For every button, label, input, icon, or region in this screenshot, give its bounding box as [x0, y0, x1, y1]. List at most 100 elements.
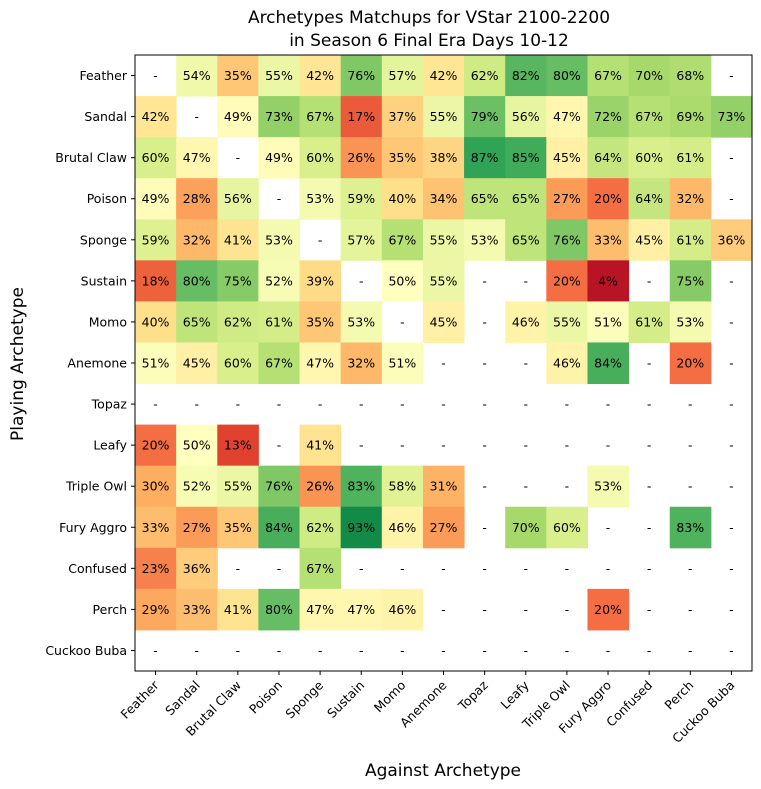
- heatmap-cell: [217, 260, 259, 302]
- heatmap-cell: [340, 342, 383, 385]
- cell-value-label: -: [688, 479, 693, 494]
- x-tick-label: Perch: [661, 678, 696, 713]
- heatmap-cell: [340, 178, 383, 220]
- cell-value-label: 60%: [553, 520, 581, 535]
- y-tick-label: Triple Owl: [65, 479, 127, 494]
- heatmap-cell: [135, 547, 177, 590]
- cell-value-label: 47%: [183, 150, 211, 165]
- cell-value-label: -: [153, 643, 158, 658]
- cell-value-label: 60%: [224, 356, 252, 371]
- cell-value-label: 84%: [265, 520, 293, 535]
- heatmap-cell: [546, 506, 588, 549]
- y-tick-label: Confused: [68, 561, 127, 576]
- cell-value-label: 38%: [430, 150, 458, 165]
- heatmap-cell-labels: - 54% 35% 55% 42% 76% 57% 42% 62% 82% 80% 67% 70% 68%…: [142, 68, 746, 658]
- cell-value-label: 53%: [347, 314, 375, 329]
- cell-value-label: 52%: [183, 479, 211, 494]
- cell-value-label: -: [729, 273, 734, 288]
- cell-value-label: -: [565, 479, 570, 494]
- cell-value-label: 61%: [265, 314, 293, 329]
- cell-value-label: -: [318, 643, 323, 658]
- cell-value-label: 69%: [676, 109, 704, 124]
- cell-value-label: 61%: [635, 314, 663, 329]
- heatmap-cell: [422, 301, 465, 343]
- heatmap-cell: [628, 55, 671, 97]
- heatmap-cell: [505, 178, 547, 220]
- chart-title-line1: Archetypes Matchups for VStar 2100-2200: [248, 8, 610, 28]
- x-tick-label: Sustain: [324, 678, 367, 721]
- y-tick-label: Anemone: [67, 356, 127, 371]
- cell-value-label: -: [565, 438, 570, 453]
- cell-value-label: 55%: [553, 314, 581, 329]
- y-tick-label: Perch: [93, 602, 127, 617]
- cell-value-label: 80%: [553, 68, 581, 83]
- cell-value-label: 41%: [306, 438, 334, 453]
- heatmap-cell: [299, 465, 342, 508]
- cell-value-label: 93%: [347, 520, 375, 535]
- y-tick-label: Cuckoo Buba: [45, 643, 127, 658]
- heatmap-cell: [669, 506, 712, 549]
- cell-value-label: -: [400, 314, 405, 329]
- cell-value-label: -: [729, 356, 734, 371]
- cell-value-label: 47%: [306, 602, 334, 617]
- cell-value-label: 45%: [635, 232, 663, 247]
- cell-value-label: -: [565, 602, 570, 617]
- heatmap-cell: [176, 137, 218, 179]
- cell-value-label: 76%: [553, 232, 581, 247]
- heatmap-cell: [299, 55, 342, 97]
- heatmap-cell: [381, 219, 424, 261]
- heatmap-cell: [587, 588, 630, 631]
- cell-value-label: -: [524, 602, 529, 617]
- cell-value-label: -: [441, 561, 446, 576]
- cell-value-label: 42%: [306, 68, 334, 83]
- cell-value-label: -: [647, 643, 652, 658]
- heatmap-cell: [258, 465, 301, 508]
- chart-title-line2: in Season 6 Final Era Days 10-12: [289, 31, 569, 51]
- x-tick-label: Sandal: [162, 678, 203, 719]
- cell-value-label: -: [647, 602, 652, 617]
- cell-value-label: 59%: [347, 191, 375, 206]
- y-tick-label: Brutal Claw: [55, 150, 127, 165]
- cell-value-label: -: [441, 397, 446, 412]
- cell-value-label: -: [482, 520, 487, 535]
- cell-value-label: 55%: [265, 68, 293, 83]
- heatmap-cell: [422, 260, 465, 302]
- heatmap-cell: [135, 588, 177, 631]
- cell-value-label: 67%: [306, 561, 334, 576]
- cell-value-label: 28%: [183, 191, 211, 206]
- cell-value-label: 4%: [598, 273, 618, 288]
- cell-value-label: 27%: [430, 520, 458, 535]
- heatmap-cell: [176, 342, 218, 385]
- heatmap-cell: [505, 219, 547, 261]
- cell-value-label: -: [277, 438, 282, 453]
- heatmap-cell: [710, 219, 753, 261]
- cell-value-label: 72%: [594, 109, 622, 124]
- cell-value-label: 45%: [183, 356, 211, 371]
- heatmap-cell: [628, 219, 671, 261]
- cell-value-label: 31%: [430, 479, 458, 494]
- heatmap-cell: [464, 96, 506, 138]
- cell-value-label: -: [729, 561, 734, 576]
- cell-value-label: -: [688, 561, 693, 576]
- heatmap-cell: [505, 301, 547, 343]
- cell-value-label: -: [606, 561, 611, 576]
- cell-value-label: 46%: [553, 356, 581, 371]
- x-axis-label: Against Archetype: [365, 761, 521, 781]
- cell-value-label: 65%: [471, 191, 499, 206]
- cell-value-label: 33%: [142, 520, 170, 535]
- cell-value-label: -: [482, 602, 487, 617]
- cell-value-label: 67%: [388, 232, 416, 247]
- cell-value-label: 73%: [265, 109, 293, 124]
- heatmap-cell: [422, 96, 465, 138]
- heatmap-cell: [669, 137, 712, 179]
- cell-value-label: 61%: [676, 150, 704, 165]
- heatmap-cell: [464, 178, 506, 220]
- heatmap-cell: [628, 301, 671, 343]
- heatmap-cell: [340, 55, 383, 97]
- heatmap-cell: [669, 301, 712, 343]
- cell-value-label: -: [194, 397, 199, 412]
- y-tick-label: Poison: [87, 191, 127, 206]
- cell-value-label: -: [647, 520, 652, 535]
- cell-value-label: 53%: [471, 232, 499, 247]
- y-tick-label: Leafy: [93, 438, 127, 453]
